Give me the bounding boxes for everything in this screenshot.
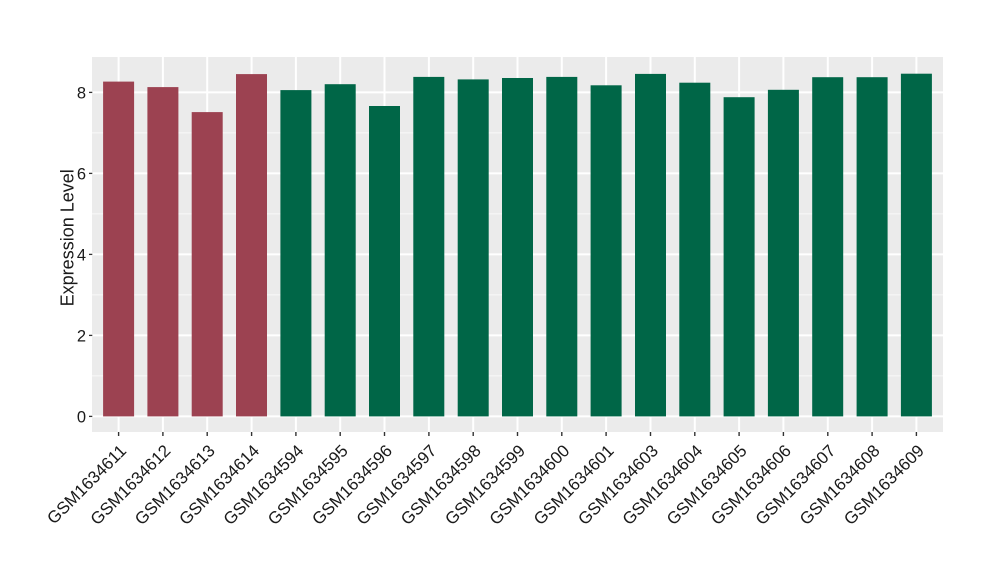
svg-text:4: 4 [77,246,86,264]
svg-text:0: 0 [77,408,86,426]
svg-text:8: 8 [77,84,86,102]
svg-text:6: 6 [77,165,86,183]
svg-text:2: 2 [77,327,86,345]
svg-text:Expression Level: Expression Level [58,169,78,306]
